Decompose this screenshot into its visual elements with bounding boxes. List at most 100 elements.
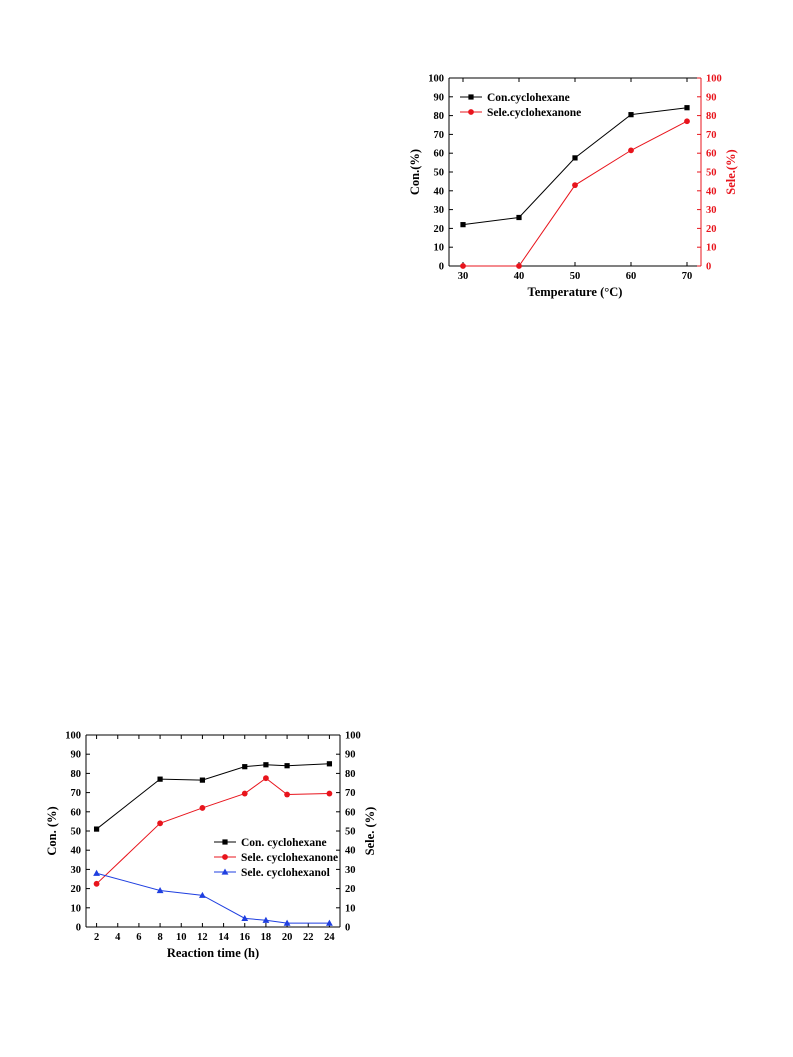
time-chart-series-line-3 [96, 872, 330, 924]
time-chart-right-y-tick-label: 10 [345, 903, 356, 914]
time-chart-series-2-point [199, 805, 206, 811]
time-chart-legend-marker [221, 868, 229, 875]
temp-chart-right-y-tick-label: 40 [706, 186, 717, 197]
time-chart-x-tick-label: 10 [176, 932, 187, 943]
time-chart-series-2-point [284, 791, 290, 798]
time-chart-right-y-axis-title: Sele. (%) [363, 807, 377, 856]
temp-chart-left-y-tick-label: 90 [434, 92, 445, 103]
temp-chart-right-y-tick-label: 10 [706, 243, 717, 254]
time-chart-series-2-point [326, 790, 333, 797]
time-chart-x-axis-title: Reaction time (h) [167, 946, 259, 960]
time-chart-right-y-tick-label: 40 [345, 846, 356, 857]
temp-chart-left-y-axis-title: Con.(%) [408, 149, 422, 195]
time-chart-left-y-tick-label: 10 [71, 903, 82, 914]
time-chart-left-y-tick-label: 70 [71, 788, 82, 799]
temp-chart-x-tick-label: 70 [682, 271, 693, 282]
temp-chart-right-y-tick-label: 70 [706, 130, 717, 141]
temp-chart-legend-marker [468, 109, 474, 115]
temp-chart-legend-marker [468, 94, 474, 100]
temp-chart-left-y-tick-label: 100 [428, 74, 444, 85]
time-chart-series-3-point [283, 919, 291, 926]
temp-chart-x-tick-label: 50 [570, 271, 581, 282]
time-chart-x-tick-label: 6 [136, 932, 141, 943]
time-chart-left-y-tick-label: 20 [71, 884, 82, 895]
temp-chart-right-y-tick-label: 30 [706, 205, 717, 216]
time-chart-x-tick-label: 2 [94, 932, 99, 943]
time-chart-x-tick-label: 12 [197, 932, 208, 943]
temp-chart-series-2-point [628, 147, 634, 154]
temp-chart-plot: 30 40 50 60 70 0 0 10 10 20 20 30 30 40 40 50 50 60 60 70 70… [408, 74, 738, 300]
temp-chart-x-tick-label: 40 [514, 271, 525, 282]
temp-chart-x-axis-title: Temperature (°C) [528, 285, 623, 299]
time-chart-series-1-point [93, 826, 100, 832]
time-chart-x-tick-label: 14 [218, 932, 229, 943]
temp-chart-series-1-point [572, 155, 578, 161]
time-chart-series-3-point [241, 914, 249, 921]
temp-chart-legend-label: Sele.cyclohexanone [487, 107, 581, 119]
temp-chart-series-line-2 [463, 120, 688, 267]
time-chart-x-tick-label: 20 [282, 932, 293, 943]
time-chart-right-y-tick-label: 80 [345, 769, 356, 780]
temp-chart-right-y-tick-label: 90 [706, 92, 717, 103]
time-chart-left-y-tick-label: 80 [71, 769, 82, 780]
time-chart-legend-marker [222, 839, 228, 845]
temp-chart-left-y-tick-label: 60 [434, 149, 445, 160]
temp-chart-left-y-tick-label: 30 [434, 205, 445, 216]
time-chart-right-y-tick-label: 0 [345, 923, 350, 934]
time-chart-x-tick-label: 4 [115, 932, 121, 943]
time-chart-series-line-1 [96, 763, 330, 830]
time-chart-left-y-tick-label: 90 [71, 750, 82, 761]
temp-chart-series-2-point [572, 182, 578, 189]
temp-chart-right-y-tick-label: 20 [706, 224, 717, 235]
temp-chart-right-y-tick-label: 0 [706, 262, 711, 273]
temp-chart-left-y-tick-label: 20 [434, 224, 445, 235]
temp-chart-left-y-tick-label: 50 [434, 168, 445, 179]
temp-chart-x-tick-label: 60 [626, 271, 637, 282]
time-chart-legend-label: Con. cyclohexane [241, 837, 327, 849]
time-chart-series-3-point [326, 919, 333, 926]
temp-chart-right-y-tick-label: 100 [706, 74, 722, 85]
temp-chart-right-y-tick-label: 80 [706, 111, 717, 122]
time-chart-right-y-tick-label: 90 [345, 750, 356, 761]
time-chart-legend-label: Sele. cyclohexanone [241, 852, 338, 864]
time-chart-series-1-point [242, 764, 248, 770]
time-chart-series-1-point [199, 777, 206, 783]
time-chart-series-1-point [157, 776, 163, 782]
time-chart-series-2-point [93, 880, 100, 887]
time-chart-right-y-tick-label: 30 [345, 865, 356, 876]
time-chart-series-2-point [263, 775, 269, 782]
time-chart-x-tick-label: 16 [240, 932, 251, 943]
time-chart-left-y-axis-title: Con. (%) [45, 806, 59, 855]
time-chart-series-1-point [284, 763, 290, 769]
time-chart-legend-marker [222, 854, 228, 860]
time-chart-left-y-tick-label: 100 [65, 731, 81, 742]
temp-chart-right-y-tick-label: 60 [706, 149, 717, 160]
time-chart-series-3-point [199, 891, 206, 898]
temp-chart-legend: Con.cyclohexane Sele.cyclohexanone [460, 92, 581, 119]
temp-chart-left-y-tick-label: 10 [434, 243, 445, 254]
time-chart-series-1-point [263, 762, 269, 768]
time-chart-series-2-point [241, 790, 248, 797]
time-chart-x-tick-label: 22 [303, 932, 314, 943]
temp-chart-left-y-tick-label: 40 [434, 186, 445, 197]
time-chart-x-tick-label: 24 [324, 932, 335, 943]
time-chart-left-y-tick-label: 30 [71, 865, 82, 876]
temp-chart-right-y-tick-label: 50 [706, 168, 717, 179]
time-chart-left-y-tick-label: 40 [71, 846, 82, 857]
temp-chart-series-2-point [460, 263, 466, 269]
time-chart-left-y-tick-label: 0 [76, 923, 81, 934]
time-chart-left-y-tick-label: 60 [71, 807, 82, 818]
temp-chart-left-y-tick-label: 70 [434, 130, 445, 141]
temperature-chart: 30 40 50 60 70 0 0 10 10 20 20 30 30 40 40 50 50 60 60 70 70… [408, 74, 738, 300]
temp-chart-series-1-point [516, 214, 522, 221]
temp-chart-series-2-point [684, 118, 690, 125]
time-chart-right-y-tick-label: 70 [345, 788, 356, 799]
time-chart-legend: Con. cyclohexane Sele. cyclohexanone Sele.… [214, 837, 338, 879]
time-chart-series-1-point [326, 761, 333, 767]
temp-chart-legend-label: Con.cyclohexane [487, 92, 570, 104]
temp-chart-left-y-tick-label: 80 [434, 111, 445, 122]
temp-chart-series-1-point [460, 222, 466, 228]
temp-chart-series-2-point [516, 263, 522, 269]
